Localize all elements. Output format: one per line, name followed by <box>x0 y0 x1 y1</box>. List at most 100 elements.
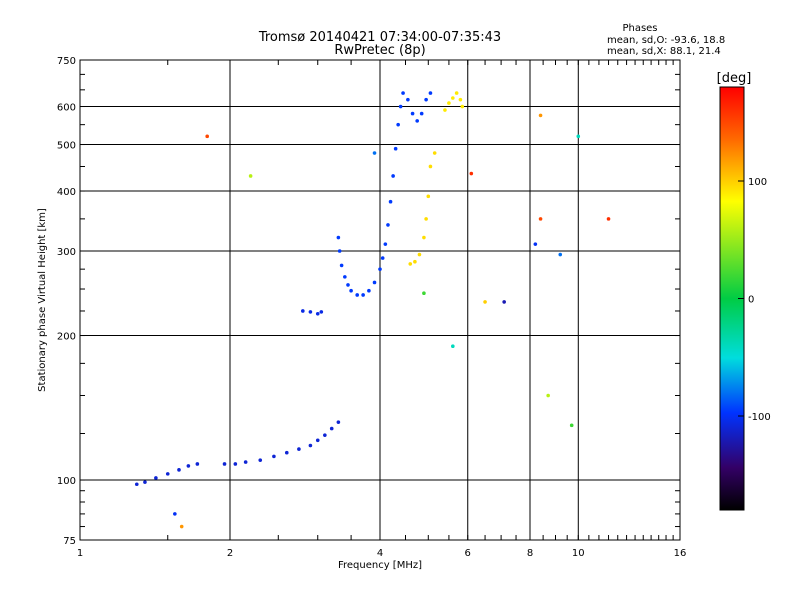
data-point <box>415 119 419 123</box>
data-point <box>186 464 191 468</box>
y-tick-label: 300 <box>57 247 76 258</box>
x-tick-label: 4 <box>377 548 383 559</box>
data-point <box>422 291 426 296</box>
data-point <box>372 280 377 285</box>
colorbar-tick-label: 0 <box>748 295 754 306</box>
data-point <box>533 242 538 246</box>
data-point <box>408 262 413 266</box>
axis-ticks: 1 2 4 6 8 10 16 75 100 200 300 400 500 600 750 <box>57 56 686 559</box>
data-point <box>419 111 424 116</box>
data-point <box>355 293 359 297</box>
data-points <box>134 91 611 529</box>
data-point <box>258 458 263 462</box>
data-point <box>391 174 395 178</box>
data-point <box>343 275 347 279</box>
data-point <box>428 164 433 169</box>
x-axis-label: Frequency [MHz] <box>338 560 422 571</box>
data-point <box>134 482 139 487</box>
chart-subtitle: RwPretec (8p) <box>334 43 425 58</box>
data-point <box>383 242 388 246</box>
y-tick-label: 200 <box>57 332 76 343</box>
data-point <box>447 101 451 105</box>
x-tick-label: 8 <box>527 548 533 559</box>
data-point <box>424 217 428 221</box>
data-point <box>336 235 341 240</box>
data-point <box>422 235 426 240</box>
data-point <box>284 450 289 455</box>
data-point <box>243 460 248 464</box>
data-point <box>380 256 385 260</box>
data-point <box>378 267 382 271</box>
data-point <box>458 97 463 102</box>
data-point <box>451 96 455 100</box>
data-point <box>406 97 410 102</box>
data-point <box>297 447 301 451</box>
data-point <box>443 108 447 112</box>
y-tick-label: 750 <box>57 56 76 67</box>
colorbar-ticks: 100 0 -100 <box>738 177 771 423</box>
data-point <box>205 134 209 139</box>
y-axis-label: Stationary phase Virtual Height [km] <box>37 208 48 392</box>
data-point <box>538 217 543 221</box>
legend-line-x: mean, sd,X: 88.1, 21.4 <box>607 46 721 57</box>
data-point <box>308 443 313 448</box>
data-point <box>546 393 550 398</box>
y-tick-label: 75 <box>63 536 76 547</box>
data-point <box>336 420 341 424</box>
data-point <box>315 438 320 443</box>
data-point <box>195 462 200 466</box>
data-point <box>372 151 377 155</box>
data-point <box>329 426 334 431</box>
data-point <box>432 151 437 155</box>
data-point <box>569 423 574 428</box>
colorbar-label: [deg] <box>717 71 752 86</box>
legend-title: Phases <box>622 23 657 34</box>
data-point <box>410 111 415 116</box>
data-point <box>388 199 393 204</box>
y-tick-label: 100 <box>57 476 76 487</box>
data-point <box>398 104 403 109</box>
data-point <box>337 249 342 253</box>
data-point <box>308 310 313 314</box>
data-point <box>301 309 305 313</box>
data-point <box>576 134 581 139</box>
data-point <box>173 512 177 516</box>
data-point <box>538 113 543 118</box>
data-point <box>426 194 431 199</box>
data-point <box>606 217 611 221</box>
data-point <box>315 311 320 316</box>
data-point <box>179 524 184 529</box>
data-point <box>177 468 181 472</box>
data-point <box>361 293 365 297</box>
x-tick-label: 6 <box>465 548 471 559</box>
y-tick-label: 400 <box>57 187 76 198</box>
data-point <box>319 310 324 314</box>
grid-lines <box>80 60 680 540</box>
data-point <box>222 462 227 466</box>
x-tick-label: 2 <box>227 548 233 559</box>
data-point <box>417 252 422 257</box>
data-point <box>460 104 465 109</box>
x-tick-label: 1 <box>77 548 83 559</box>
data-point <box>154 476 158 480</box>
data-point <box>272 454 276 459</box>
data-point <box>143 480 147 484</box>
data-point <box>558 252 563 257</box>
data-point <box>233 462 238 466</box>
data-point <box>451 344 455 349</box>
data-point <box>386 223 390 227</box>
legend-line-o: mean, sd,O: -93.6, 18.8 <box>607 35 725 46</box>
data-point <box>502 300 506 304</box>
data-point <box>165 472 170 476</box>
y-tick-label: 500 <box>57 141 76 152</box>
data-point <box>339 263 344 268</box>
data-point <box>396 122 400 127</box>
data-point <box>483 300 487 304</box>
data-point <box>401 91 405 95</box>
data-point <box>323 433 327 437</box>
data-point <box>349 288 353 293</box>
colorbar-tick-label: -100 <box>748 412 771 423</box>
colorbar-tick-label: 100 <box>748 177 767 188</box>
